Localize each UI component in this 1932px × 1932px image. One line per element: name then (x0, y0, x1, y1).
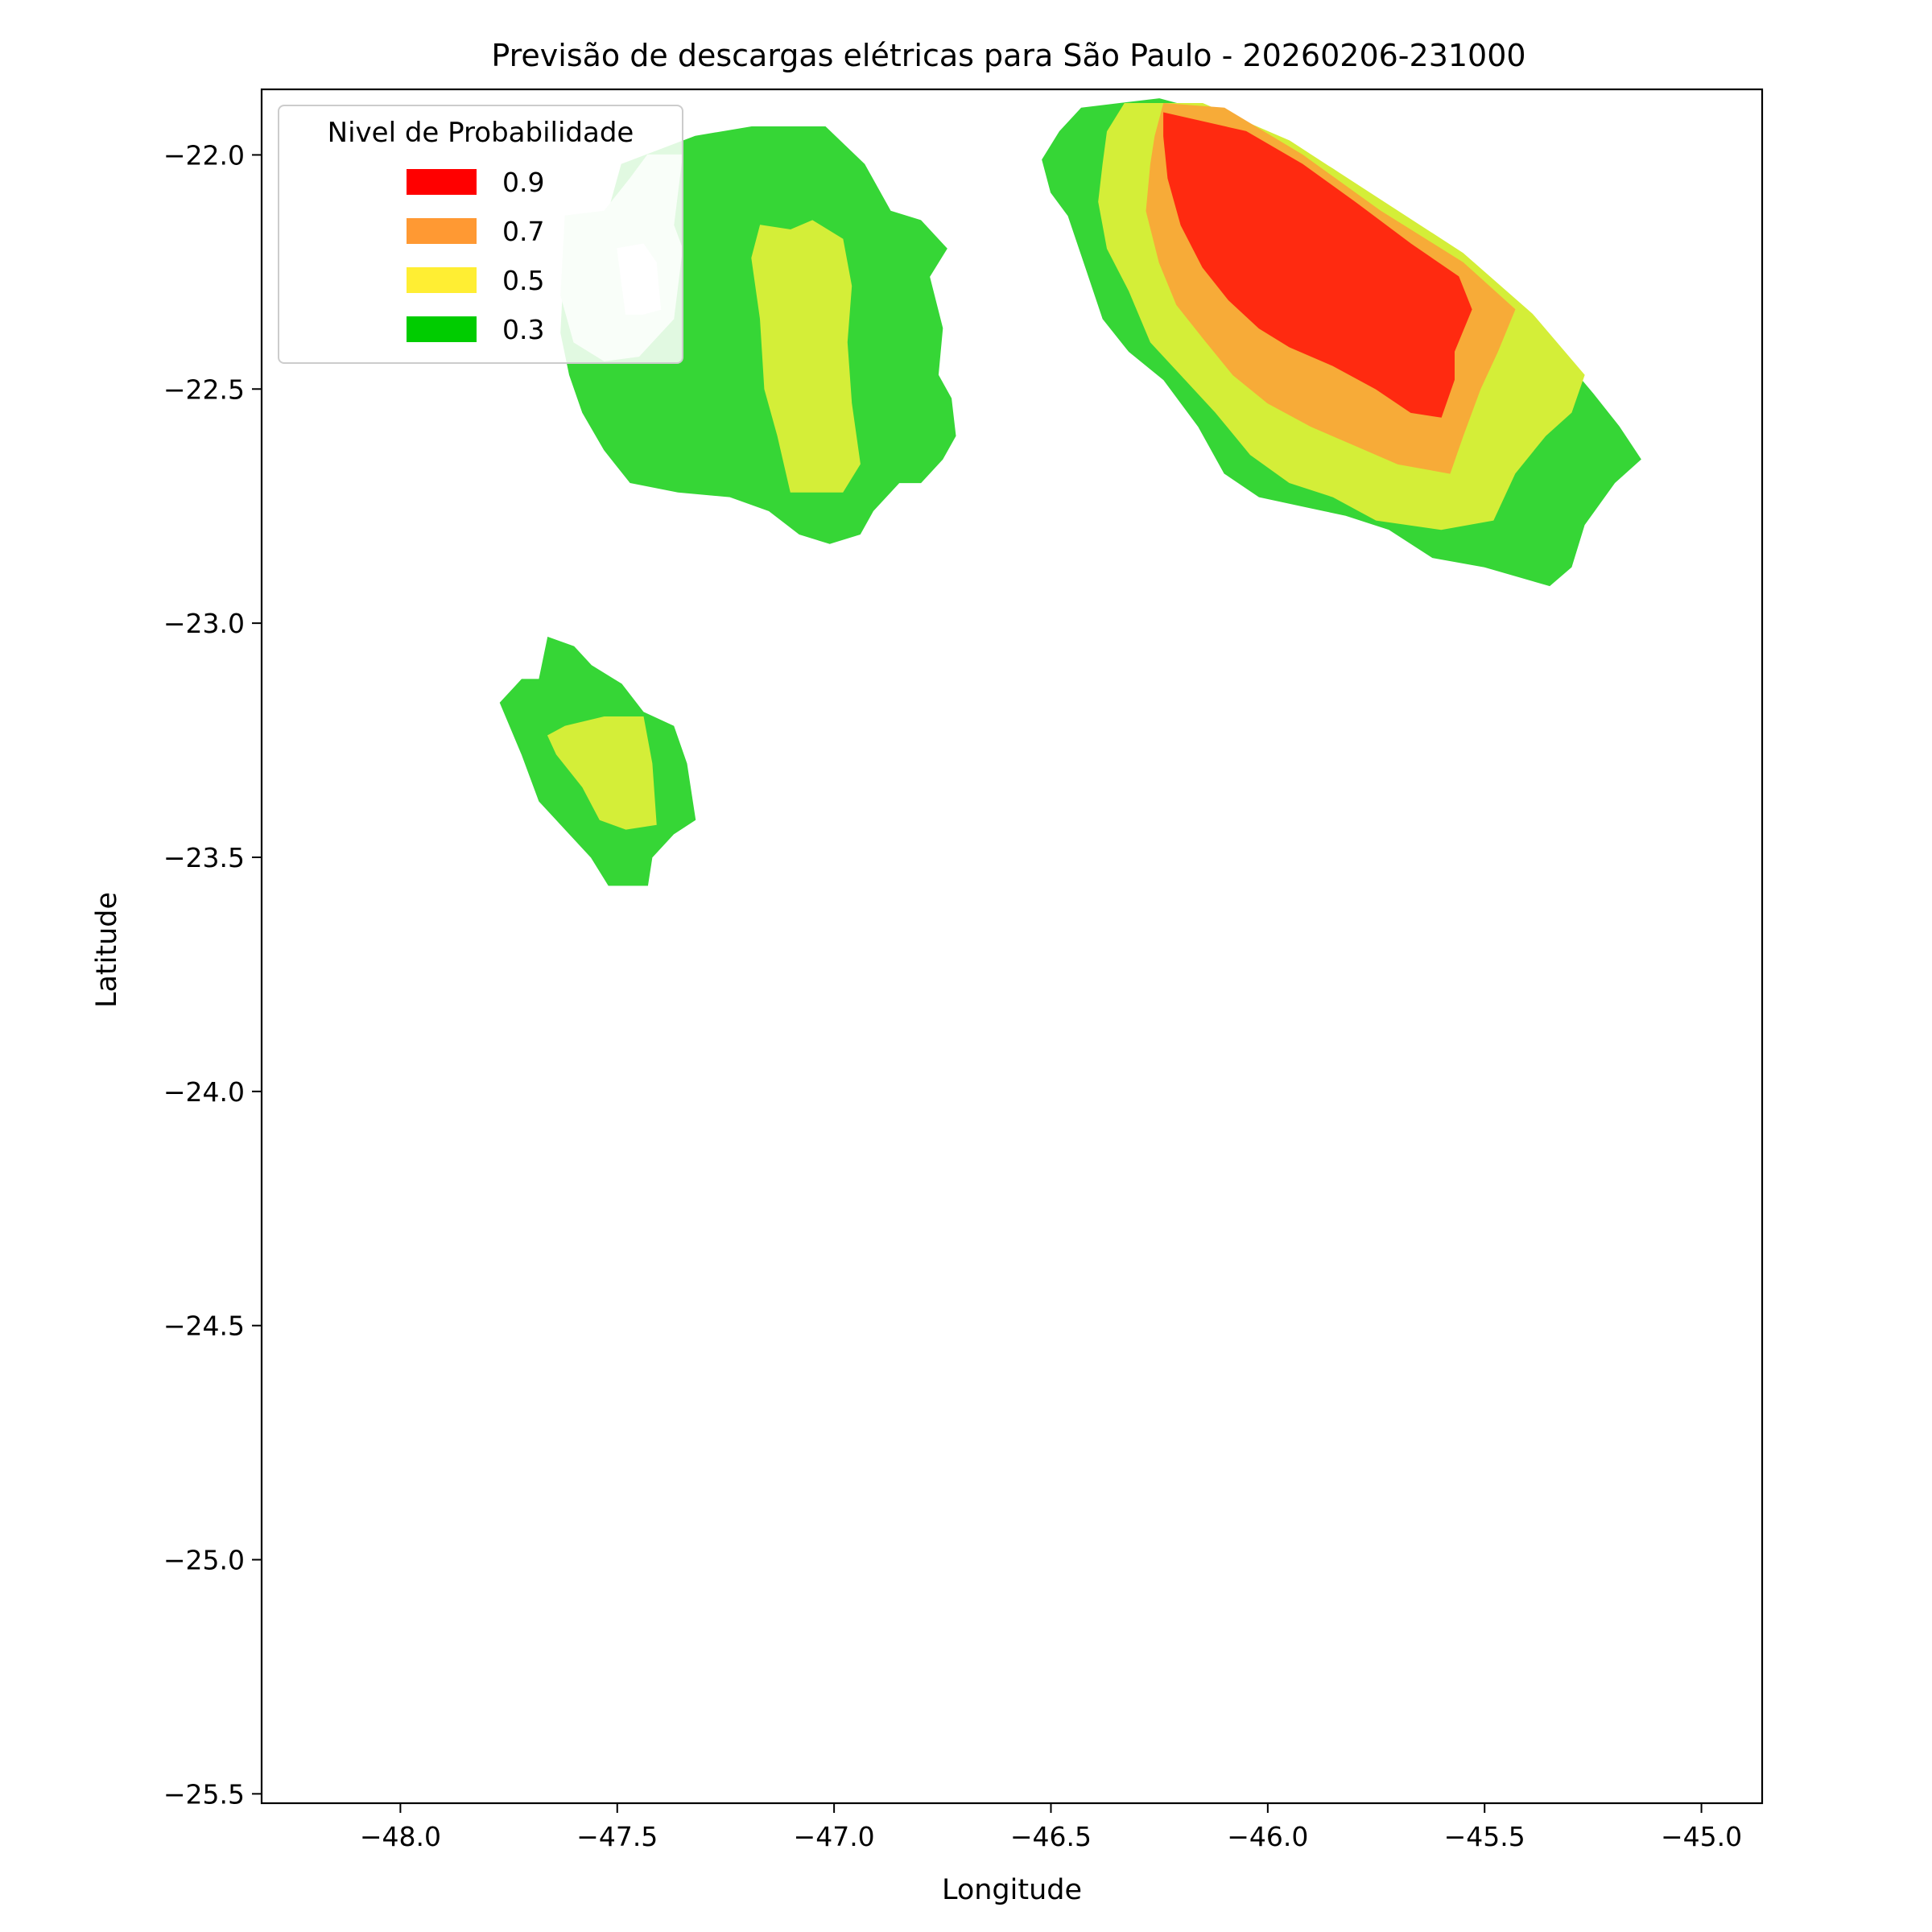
y-tick-label: −25.0 (163, 1545, 245, 1576)
y-axis: −22.0 −22.5 −23.0 −23.5 −24.0 −24.5 −25.0 −25.5 (163, 139, 262, 1810)
y-tick-label: −24.5 (163, 1311, 245, 1342)
probability-region-9 (1163, 112, 1472, 418)
x-tick-label: −46.5 (1010, 1821, 1092, 1852)
legend-label: 0.5 (502, 265, 544, 296)
x-tick-label: −45.0 (1661, 1821, 1742, 1852)
y-tick-label: −25.5 (163, 1778, 245, 1810)
probability-region-3 (751, 220, 861, 493)
x-tick-label: −46.0 (1227, 1821, 1308, 1852)
legend-swatch (407, 169, 477, 195)
chart-title: Previsão de descargas elétricas para São… (491, 38, 1525, 73)
x-tick-label: −47.5 (576, 1821, 658, 1852)
plot-frame (260, 88, 1764, 1805)
x-axis: −48.0 −47.5 −47.0 −46.5 −46.0 −45.5 −45.0 (360, 1803, 1742, 1852)
legend-label: 0.7 (502, 216, 544, 247)
legend-label: 0.9 (502, 167, 544, 198)
legend-swatch (407, 218, 477, 244)
legend-title: Nivel de Probabilidade (328, 117, 634, 149)
y-tick-label: −22.0 (163, 139, 245, 171)
plot-area (260, 88, 1764, 1805)
legend-swatch (407, 316, 477, 342)
probability-region-5 (547, 716, 657, 830)
x-tick-label: −48.0 (360, 1821, 441, 1852)
x-axis-label: Longitude (942, 1874, 1082, 1906)
x-tick-label: −45.5 (1444, 1821, 1525, 1852)
x-tick-label: −47.0 (794, 1821, 875, 1852)
y-tick-label: −23.0 (163, 608, 245, 639)
legend-swatch (407, 267, 477, 293)
legend-label: 0.3 (502, 314, 544, 345)
y-axis-label: Latitude (91, 892, 123, 1008)
legend-box (278, 105, 683, 364)
y-tick-label: −24.0 (163, 1076, 245, 1108)
y-tick-label: −22.5 (163, 374, 245, 405)
y-tick-label: −23.5 (163, 842, 245, 873)
legend: Nivel de Probabilidade 0.9 0.7 0.5 0.3 (278, 105, 683, 364)
